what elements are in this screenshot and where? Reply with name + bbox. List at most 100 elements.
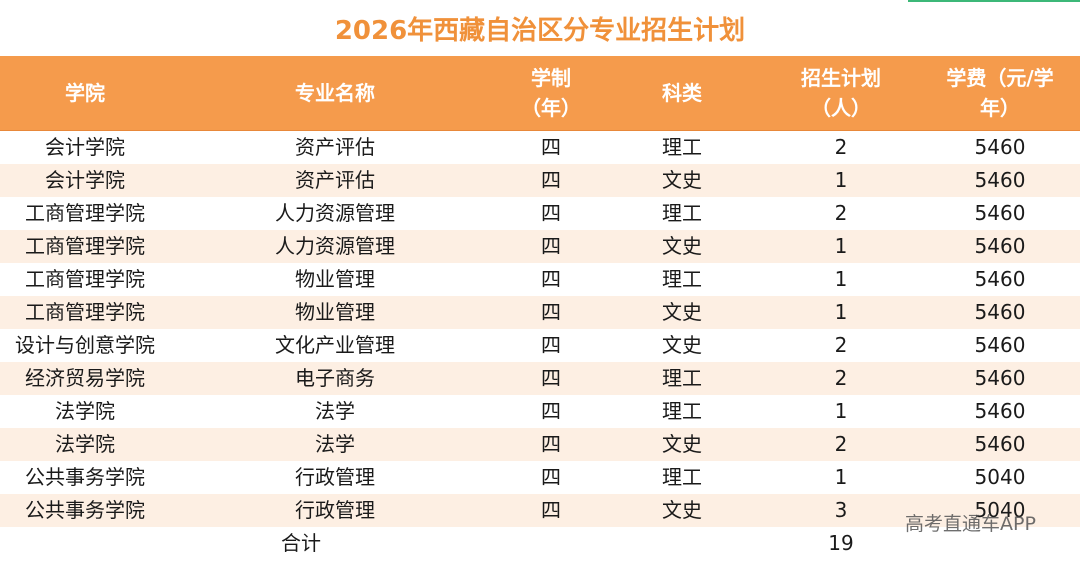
table-row: 公共事务学院 行政管理 四 文史 3 5040	[0, 494, 1080, 527]
cell-major: 资产评估	[170, 130, 500, 164]
header-fee-line2: 年）	[980, 96, 1020, 120]
cell-category: 文史	[602, 329, 762, 362]
table-row: 工商管理学院 物业管理 四 文史 1 5460	[0, 296, 1080, 329]
cell-fee: 5040	[920, 461, 1080, 494]
header-years-line2: （年）	[521, 96, 581, 120]
cell-plan: 1	[762, 263, 920, 296]
cell-fee: 5460	[920, 329, 1080, 362]
cell-fee: 5460	[920, 395, 1080, 428]
total-spacer-end	[920, 527, 1080, 560]
cell-major: 人力资源管理	[170, 197, 500, 230]
cell-fee: 5040	[920, 494, 1080, 527]
table-row: 公共事务学院 行政管理 四 理工 1 5040	[0, 461, 1080, 494]
cell-years: 四	[500, 130, 602, 164]
cell-years: 四	[500, 230, 602, 263]
cell-college: 工商管理学院	[0, 263, 170, 296]
page-title: 2026年西藏自治区分专业招生计划	[334, 15, 746, 46]
cell-college: 经济贸易学院	[0, 362, 170, 395]
cell-college: 法学院	[0, 428, 170, 461]
table-header-row: 学院 专业名称 学制 （年） 科类 招生计划 （人） 学费（元/学 年）	[0, 56, 1080, 131]
table-row: 经济贸易学院 电子商务 四 理工 2 5460	[0, 362, 1080, 395]
cell-fee: 5460	[920, 230, 1080, 263]
table-row: 工商管理学院 人力资源管理 四 理工 2 5460	[0, 197, 1080, 230]
cell-plan: 2	[762, 362, 920, 395]
cell-category: 文史	[602, 164, 762, 197]
cell-college: 公共事务学院	[0, 494, 170, 527]
cell-category: 理工	[602, 461, 762, 494]
cell-fee: 5460	[920, 428, 1080, 461]
cell-college: 会计学院	[0, 130, 170, 164]
cell-years: 四	[500, 461, 602, 494]
table-row: 会计学院 资产评估 四 理工 2 5460	[0, 130, 1080, 164]
cell-fee: 5460	[920, 130, 1080, 164]
header-fee-line1: 学费（元/学	[946, 66, 1054, 90]
cell-category: 理工	[602, 130, 762, 164]
cell-category: 文史	[602, 428, 762, 461]
total-label: 合计	[0, 527, 602, 560]
header-fee: 学费（元/学 年）	[920, 56, 1080, 131]
header-plan: 招生计划 （人）	[762, 56, 920, 131]
cell-years: 四	[500, 395, 602, 428]
cell-fee: 5460	[920, 296, 1080, 329]
cell-years: 四	[500, 428, 602, 461]
cell-category: 理工	[602, 362, 762, 395]
cell-major: 人力资源管理	[170, 230, 500, 263]
cell-plan: 1	[762, 395, 920, 428]
table-row: 法学院 法学 四 文史 2 5460	[0, 428, 1080, 461]
cell-plan: 3	[762, 494, 920, 527]
cell-plan: 1	[762, 296, 920, 329]
table-row: 会计学院 资产评估 四 文史 1 5460	[0, 164, 1080, 197]
cell-college: 工商管理学院	[0, 230, 170, 263]
cell-major: 物业管理	[170, 296, 500, 329]
cell-plan: 2	[762, 329, 920, 362]
cell-category: 文史	[602, 494, 762, 527]
cell-plan: 2	[762, 197, 920, 230]
cell-college: 法学院	[0, 395, 170, 428]
header-years-line1: 学制	[531, 66, 571, 90]
accent-line	[908, 0, 1080, 2]
header-years: 学制 （年）	[500, 56, 602, 131]
cell-major: 法学	[170, 428, 500, 461]
watermark: 高考直通车APP	[905, 513, 1036, 535]
cell-fee: 5460	[920, 362, 1080, 395]
cell-plan: 2	[762, 428, 920, 461]
cell-years: 四	[500, 263, 602, 296]
cell-category: 理工	[602, 395, 762, 428]
cell-years: 四	[500, 362, 602, 395]
header-plan-line1: 招生计划	[801, 66, 881, 90]
cell-fee: 5460	[920, 197, 1080, 230]
cell-category: 文史	[602, 230, 762, 263]
cell-major: 法学	[170, 395, 500, 428]
cell-major: 行政管理	[170, 461, 500, 494]
cell-major: 资产评估	[170, 164, 500, 197]
cell-years: 四	[500, 329, 602, 362]
table-row: 设计与创意学院 文化产业管理 四 文史 2 5460	[0, 329, 1080, 362]
cell-years: 四	[500, 296, 602, 329]
cell-plan: 2	[762, 130, 920, 164]
cell-major: 电子商务	[170, 362, 500, 395]
cell-category: 文史	[602, 296, 762, 329]
total-value: 19	[762, 527, 920, 560]
cell-fee: 5460	[920, 263, 1080, 296]
header-category: 科类	[602, 56, 762, 131]
header-college: 学院	[0, 56, 170, 131]
total-spacer	[602, 527, 762, 560]
cell-major: 物业管理	[170, 263, 500, 296]
cell-plan: 1	[762, 164, 920, 197]
cell-major: 文化产业管理	[170, 329, 500, 362]
header-major: 专业名称	[170, 56, 500, 131]
cell-years: 四	[500, 197, 602, 230]
cell-category: 理工	[602, 263, 762, 296]
cell-category: 理工	[602, 197, 762, 230]
cell-college: 会计学院	[0, 164, 170, 197]
table-row: 法学院 法学 四 理工 1 5460	[0, 395, 1080, 428]
enrollment-table: 学院 专业名称 学制 （年） 科类 招生计划 （人） 学费（元/学 年） 会计学…	[0, 56, 1080, 560]
cell-fee: 5460	[920, 164, 1080, 197]
cell-college: 工商管理学院	[0, 197, 170, 230]
cell-college: 公共事务学院	[0, 461, 170, 494]
table-row: 工商管理学院 物业管理 四 理工 1 5460	[0, 263, 1080, 296]
cell-plan: 1	[762, 230, 920, 263]
table-total-row: 合计 19	[0, 527, 1080, 560]
header-plan-line2: （人）	[811, 96, 871, 120]
cell-college: 工商管理学院	[0, 296, 170, 329]
